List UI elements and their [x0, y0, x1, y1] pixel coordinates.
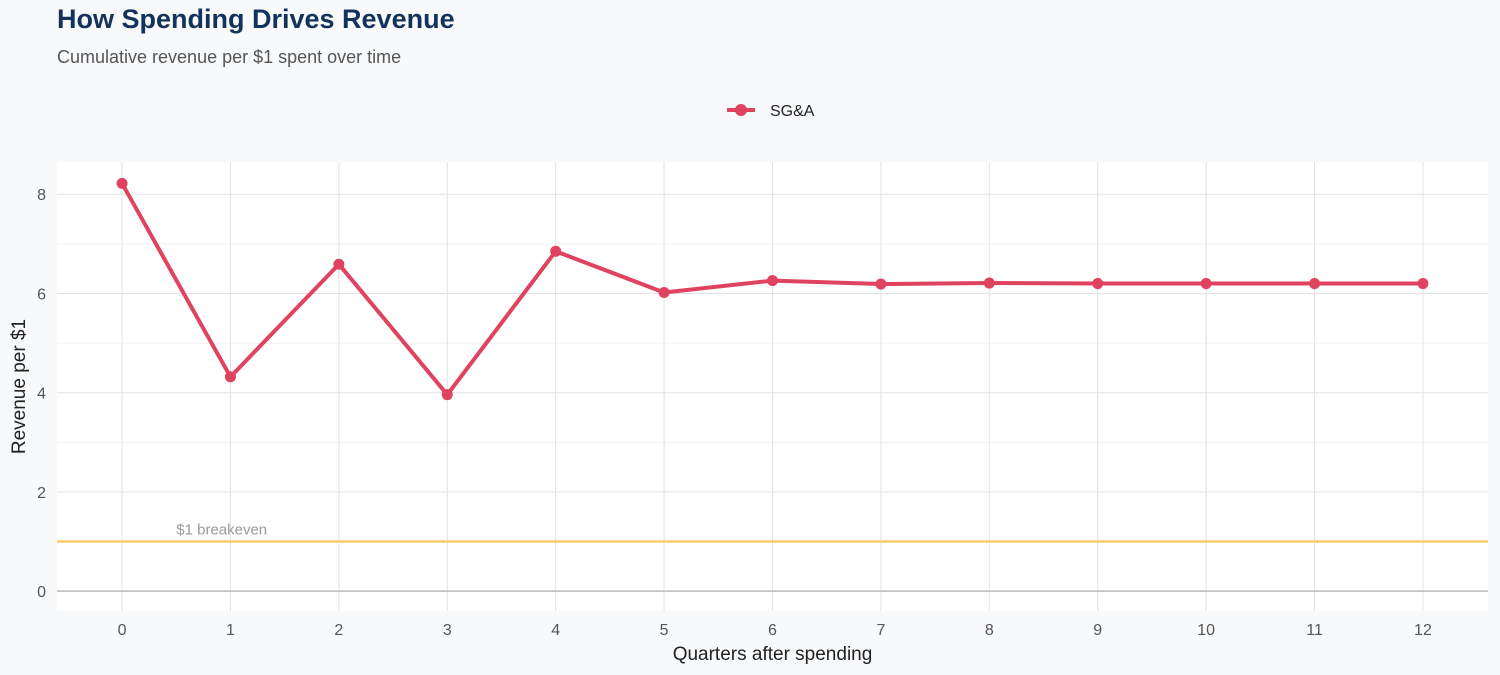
x-tick-label: 4: [551, 622, 560, 639]
data-point: [875, 278, 887, 290]
x-axis-title: Quarters after spending: [673, 644, 873, 665]
breakeven-label: $1 breakeven: [176, 522, 267, 539]
data-point: [116, 177, 128, 189]
x-tick-label: 12: [1414, 622, 1432, 639]
y-tick-label: 0: [37, 584, 46, 601]
data-point: [1417, 278, 1429, 290]
data-point: [1309, 278, 1321, 290]
x-tick-label: 11: [1306, 622, 1323, 639]
y-axis-title: Revenue per $1: [9, 319, 30, 454]
data-point: [658, 286, 670, 298]
x-tick-label: 9: [1093, 622, 1102, 639]
y-tick-label: 6: [37, 286, 46, 303]
y-tick-label: 4: [37, 386, 46, 403]
data-point: [550, 245, 562, 257]
x-tick-label: 0: [118, 622, 127, 639]
data-point: [767, 275, 778, 287]
x-tick-label: 1: [226, 622, 235, 639]
x-tick-label: 2: [334, 622, 343, 639]
data-point: [1092, 278, 1104, 290]
x-tick-label: 8: [985, 622, 994, 639]
data-point: [983, 277, 995, 289]
y-tick-label: 8: [37, 187, 46, 204]
y-tick-label: 2: [37, 485, 46, 502]
data-point: [1200, 278, 1212, 290]
x-tick-label: 6: [768, 622, 777, 639]
x-tick-label: 3: [443, 622, 452, 639]
y-axis-ticks: 0 2 4 6 8: [37, 187, 46, 601]
series-layer: [116, 177, 1429, 401]
legend-swatch-dot: [735, 104, 747, 116]
chart-subtitle: Cumulative revenue per $1 spent over tim…: [57, 47, 402, 67]
x-tick-label: 5: [660, 622, 669, 639]
grid-lines: [57, 162, 1488, 611]
x-axis-ticks: 0 1 2 3 4 5 6 7 8 9 10 11 12: [118, 622, 1432, 639]
legend-label-sga: SG&A: [770, 103, 815, 120]
data-point: [441, 389, 453, 401]
x-tick-label: 10: [1197, 622, 1215, 639]
legend: SG&A: [727, 103, 815, 120]
chart-title: How Spending Drives Revenue: [57, 4, 455, 34]
data-point: [333, 258, 345, 270]
x-tick-label: 7: [876, 622, 885, 639]
data-point: [224, 371, 236, 383]
